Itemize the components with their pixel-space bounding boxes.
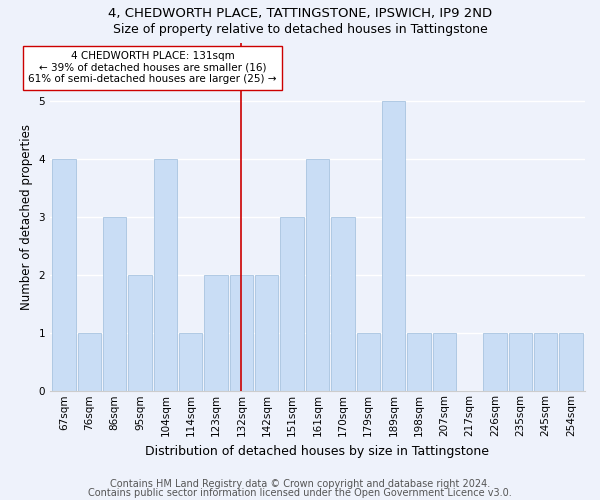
Bar [77, 333, 101, 392]
Bar [128, 275, 152, 392]
Bar [382, 100, 405, 392]
Bar [230, 275, 253, 392]
Bar [509, 333, 532, 392]
Bar [52, 159, 76, 392]
Bar [484, 333, 506, 392]
Bar [154, 159, 177, 392]
Bar [407, 333, 431, 392]
Y-axis label: Number of detached properties: Number of detached properties [20, 124, 33, 310]
Bar [534, 333, 557, 392]
Bar [179, 333, 202, 392]
X-axis label: Distribution of detached houses by size in Tattingstone: Distribution of detached houses by size … [145, 444, 490, 458]
Bar [331, 217, 355, 392]
Bar [559, 333, 583, 392]
Bar [103, 217, 127, 392]
Text: Contains HM Land Registry data © Crown copyright and database right 2024.: Contains HM Land Registry data © Crown c… [110, 479, 490, 489]
Text: Contains public sector information licensed under the Open Government Licence v3: Contains public sector information licen… [88, 488, 512, 498]
Bar [255, 275, 278, 392]
Bar [433, 333, 456, 392]
Bar [205, 275, 228, 392]
Bar [280, 217, 304, 392]
Bar [356, 333, 380, 392]
Bar [306, 159, 329, 392]
Text: 4 CHEDWORTH PLACE: 131sqm
← 39% of detached houses are smaller (16)
61% of semi-: 4 CHEDWORTH PLACE: 131sqm ← 39% of detac… [28, 51, 277, 84]
Text: Size of property relative to detached houses in Tattingstone: Size of property relative to detached ho… [113, 22, 487, 36]
Text: 4, CHEDWORTH PLACE, TATTINGSTONE, IPSWICH, IP9 2ND: 4, CHEDWORTH PLACE, TATTINGSTONE, IPSWIC… [108, 8, 492, 20]
